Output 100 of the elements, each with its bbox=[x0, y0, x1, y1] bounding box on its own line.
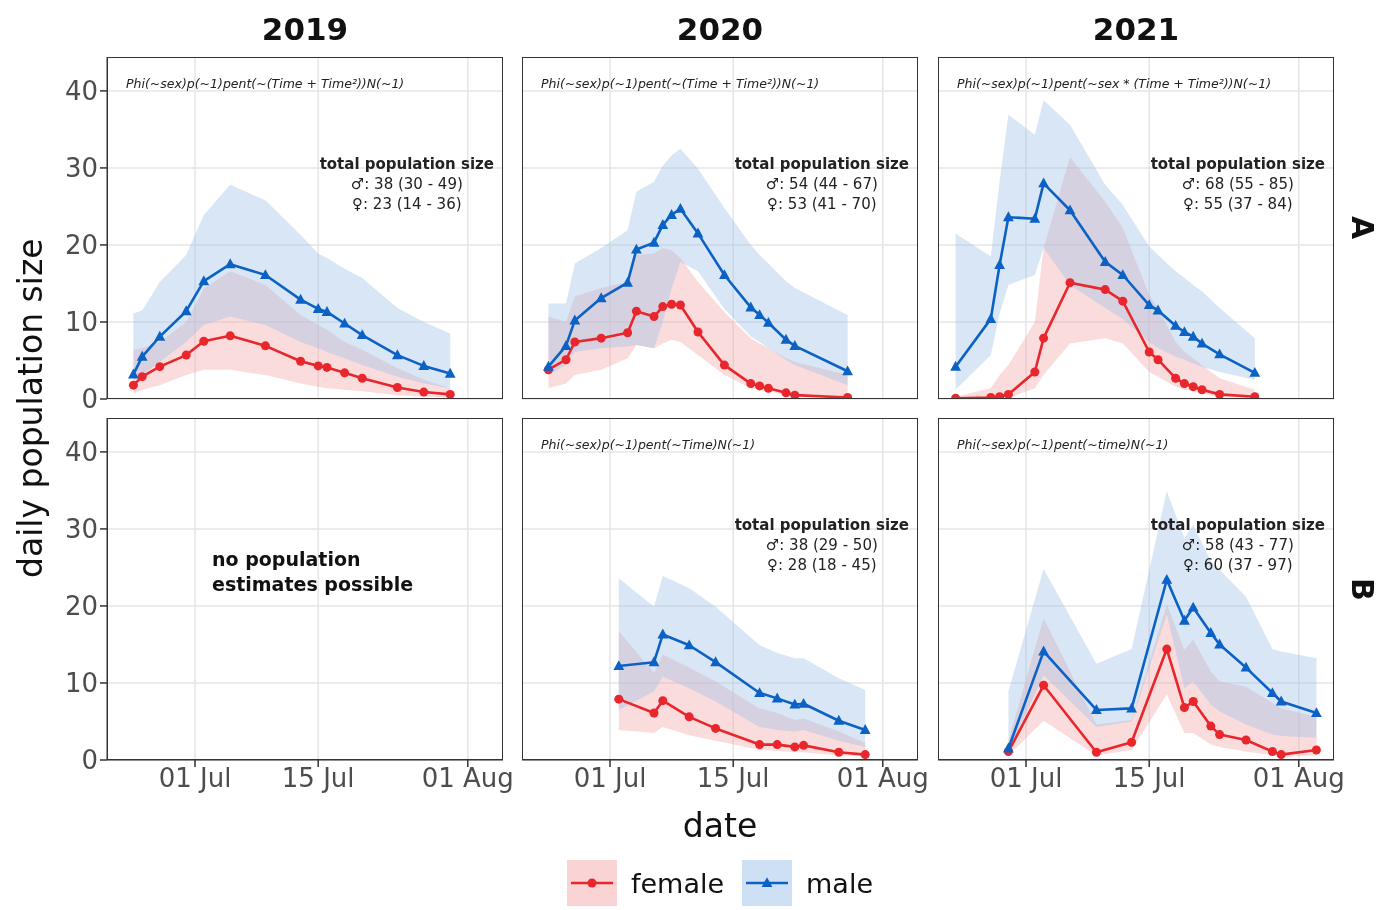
point bbox=[357, 373, 367, 383]
point bbox=[595, 292, 607, 303]
chart-title: 2021 bbox=[1091, 11, 1181, 47]
annotation: total population size bbox=[734, 515, 909, 535]
point bbox=[789, 698, 801, 709]
x-tick-label: 15 Jul bbox=[1112, 763, 1186, 794]
point bbox=[711, 723, 721, 733]
x-tick-label: 01 Aug bbox=[421, 763, 514, 794]
x-tick-label: 01 Aug bbox=[836, 763, 929, 794]
point bbox=[224, 258, 236, 269]
point bbox=[154, 330, 166, 341]
point bbox=[199, 336, 209, 346]
point bbox=[596, 333, 606, 343]
annotation: ♀: 28 (18 - 45) bbox=[766, 555, 878, 575]
point bbox=[1205, 627, 1217, 637]
x-tick-label: 15 Jul bbox=[281, 763, 355, 794]
point bbox=[693, 327, 703, 337]
point bbox=[1276, 750, 1286, 760]
point bbox=[445, 389, 455, 399]
point bbox=[860, 750, 870, 760]
point bbox=[1215, 730, 1225, 740]
point bbox=[763, 383, 773, 393]
point bbox=[789, 340, 801, 350]
point bbox=[798, 697, 809, 708]
point bbox=[1162, 644, 1172, 654]
y-tick-label: 0 bbox=[81, 384, 98, 415]
point bbox=[419, 387, 429, 397]
point bbox=[1311, 707, 1322, 718]
point bbox=[1240, 661, 1252, 672]
point bbox=[745, 301, 757, 312]
point bbox=[1152, 304, 1164, 315]
point bbox=[985, 313, 997, 323]
legend-label: male bbox=[806, 867, 874, 899]
point bbox=[339, 317, 350, 328]
point bbox=[1250, 392, 1260, 399]
annotation: total population size bbox=[1150, 154, 1325, 174]
point bbox=[1249, 366, 1261, 377]
point bbox=[1179, 326, 1190, 337]
point bbox=[340, 368, 350, 378]
point bbox=[181, 350, 191, 360]
point bbox=[719, 360, 729, 370]
annotation: Phi(~sex)p(~1)pent(~time)N(~1) bbox=[957, 437, 1169, 452]
point bbox=[1215, 389, 1225, 399]
point bbox=[763, 316, 774, 327]
point bbox=[321, 306, 333, 317]
point bbox=[392, 382, 402, 392]
point bbox=[1100, 285, 1110, 295]
y-tick-label: 30 bbox=[64, 153, 98, 184]
point bbox=[1003, 211, 1014, 222]
annotation: total population size bbox=[1150, 515, 1325, 535]
point bbox=[560, 340, 572, 350]
point bbox=[631, 306, 641, 316]
y-tick-label: 20 bbox=[64, 591, 98, 622]
y-tick-label: 10 bbox=[64, 668, 98, 699]
point bbox=[137, 372, 147, 382]
point bbox=[1038, 645, 1049, 656]
point bbox=[754, 309, 765, 320]
y-tick-label: 20 bbox=[64, 230, 98, 261]
point bbox=[859, 724, 871, 735]
annotation: ♂: 68 (55 - 85) bbox=[1180, 174, 1295, 194]
point bbox=[950, 360, 961, 371]
annotation: ♂: 58 (43 - 77) bbox=[1180, 535, 1295, 555]
chart-title: 2020 bbox=[675, 11, 765, 47]
point bbox=[1170, 319, 1181, 330]
x-tick-label: 01 Jul bbox=[573, 763, 647, 794]
point bbox=[710, 656, 721, 667]
point bbox=[657, 628, 669, 639]
y-axis-title: daily population size bbox=[9, 237, 51, 581]
point bbox=[561, 355, 571, 365]
point bbox=[260, 269, 271, 280]
point bbox=[833, 714, 845, 725]
point bbox=[1197, 385, 1207, 395]
point bbox=[1171, 373, 1181, 383]
point bbox=[1206, 721, 1216, 731]
point bbox=[1214, 348, 1225, 359]
annotation: total population size bbox=[734, 154, 909, 174]
point bbox=[1064, 204, 1076, 215]
point bbox=[1091, 747, 1101, 757]
point bbox=[1118, 296, 1128, 306]
point bbox=[1099, 256, 1111, 266]
point bbox=[1188, 382, 1198, 392]
point bbox=[1126, 702, 1137, 713]
annotation: Phi(~sex)p(~1)pent(~(Time + Time²))N(~1) bbox=[126, 76, 405, 91]
point bbox=[648, 656, 660, 667]
point bbox=[260, 341, 270, 351]
point bbox=[790, 742, 800, 752]
point bbox=[799, 740, 809, 750]
point bbox=[1038, 177, 1049, 188]
point bbox=[614, 694, 624, 704]
point bbox=[418, 360, 430, 370]
point bbox=[1029, 212, 1041, 223]
point bbox=[613, 660, 625, 671]
point bbox=[392, 349, 403, 360]
point bbox=[631, 243, 642, 254]
point bbox=[155, 362, 165, 372]
x-tick-label: 01 Aug bbox=[1252, 763, 1345, 794]
point bbox=[1188, 696, 1198, 706]
chart-title: 2019 bbox=[260, 11, 350, 47]
point bbox=[648, 236, 660, 247]
point bbox=[543, 360, 554, 371]
